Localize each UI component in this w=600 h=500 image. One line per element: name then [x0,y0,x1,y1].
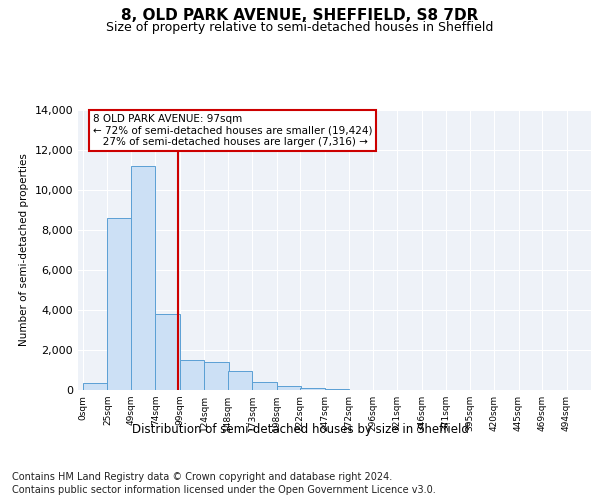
Bar [252,382,277,390]
Bar [204,362,229,390]
Y-axis label: Number of semi-detached properties: Number of semi-detached properties [19,154,29,346]
Text: 8, OLD PARK AVENUE, SHEFFIELD, S8 7DR: 8, OLD PARK AVENUE, SHEFFIELD, S8 7DR [121,8,479,22]
Bar [277,386,301,390]
Bar [300,388,325,390]
Text: 8 OLD PARK AVENUE: 97sqm
← 72% of semi-detached houses are smaller (19,424)
   2: 8 OLD PARK AVENUE: 97sqm ← 72% of semi-d… [92,114,372,147]
Bar [228,371,252,390]
Bar [131,166,155,390]
Bar [180,360,204,390]
Bar [107,218,132,390]
Text: Distribution of semi-detached houses by size in Sheffield: Distribution of semi-detached houses by … [131,422,469,436]
Bar [155,314,180,390]
Text: Size of property relative to semi-detached houses in Sheffield: Size of property relative to semi-detach… [106,21,494,34]
Bar [325,389,349,390]
Bar [83,383,107,390]
Text: Contains HM Land Registry data © Crown copyright and database right 2024.: Contains HM Land Registry data © Crown c… [12,472,392,482]
Text: Contains public sector information licensed under the Open Government Licence v3: Contains public sector information licen… [12,485,436,495]
